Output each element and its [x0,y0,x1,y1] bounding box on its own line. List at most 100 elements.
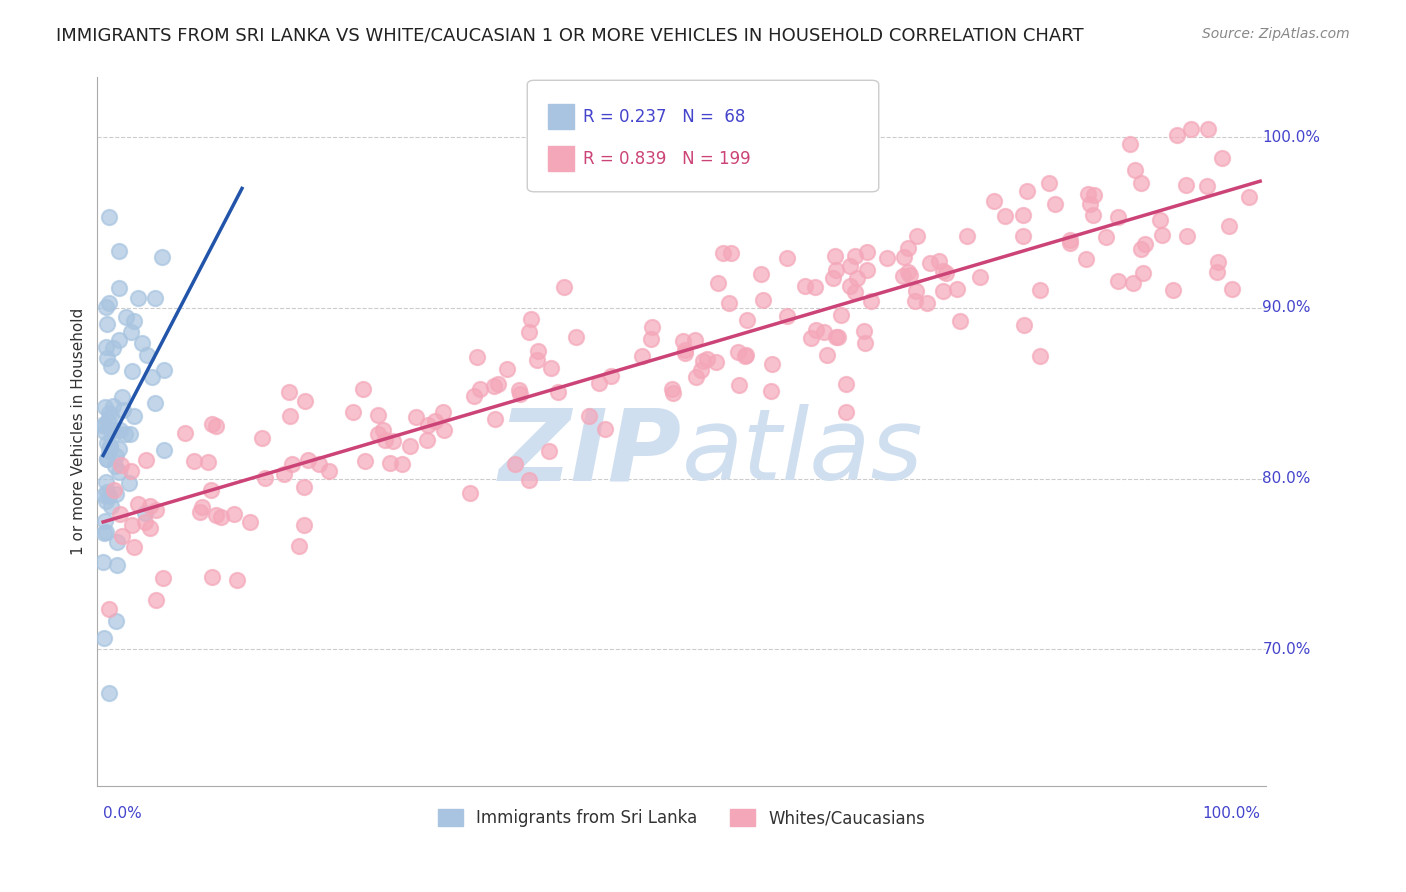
Point [640,332,662,346]
Point [846,271,869,285]
Point [98,406,121,420]
Point [661,382,683,396]
Point [342,405,364,419]
Point [111,390,134,404]
Point [1166,128,1188,142]
Point [93,419,115,434]
Point [526,353,548,368]
Point [856,262,879,277]
Point [1218,219,1240,234]
Point [482,379,505,393]
Point [288,540,311,554]
Point [98,439,121,453]
Point [134,507,156,521]
Point [108,333,131,347]
Point [239,516,262,530]
Point [131,336,153,351]
Point [540,360,562,375]
Point [367,426,389,441]
Point [893,250,915,264]
Point [662,386,685,401]
Point [1074,252,1097,266]
Point [1015,184,1038,198]
Point [94,514,117,528]
Point [100,429,122,443]
Point [969,270,991,285]
Point [152,571,174,585]
Point [932,264,955,278]
Point [367,408,389,422]
Point [897,241,920,255]
Point [104,614,127,628]
Point [689,363,711,377]
Point [956,228,979,243]
Point [484,411,506,425]
Point [96,351,118,365]
Point [685,370,707,384]
Point [354,454,377,468]
Point [93,555,115,569]
Point [720,246,742,260]
Point [600,368,623,383]
Point [1012,318,1035,332]
Point [458,486,481,500]
Point [100,500,122,514]
Point [751,293,773,307]
Point [918,255,941,269]
Point [876,251,898,265]
Point [105,558,128,572]
Point [96,451,118,466]
Point [1059,236,1081,251]
Point [1029,283,1052,297]
Point [1123,163,1146,178]
Point [96,317,118,331]
Point [631,349,654,363]
Point [96,435,118,450]
Point [904,284,927,298]
Point [98,295,121,310]
Point [1150,228,1173,243]
Point [468,382,491,396]
Point [835,405,858,419]
Point [100,409,122,423]
Point [1038,176,1060,190]
Point [1175,229,1198,244]
Point [308,457,330,471]
Text: Source: ZipAtlas.com: Source: ZipAtlas.com [1202,27,1350,41]
Point [824,249,846,263]
Point [1149,212,1171,227]
Point [103,341,125,355]
Point [110,458,132,472]
Text: R = 0.839   N = 199: R = 0.839 N = 199 [583,150,751,168]
Point [1043,196,1066,211]
Point [381,434,404,449]
Point [593,422,616,436]
Point [859,293,882,308]
Point [115,310,138,324]
Point [118,427,141,442]
Point [496,361,519,376]
Point [830,308,852,322]
Point [804,322,827,336]
Point [727,378,749,392]
Point [1011,228,1033,243]
Point [152,363,174,377]
Point [139,521,162,535]
Point [254,471,277,485]
Point [145,291,167,305]
Point [855,244,877,259]
Point [399,439,422,453]
Point [93,417,115,431]
Point [134,515,156,529]
Point [93,525,115,540]
Point [97,414,120,428]
Point [96,484,118,499]
Point [1095,230,1118,244]
Point [1132,266,1154,280]
Point [844,285,866,299]
Point [280,457,302,471]
Point [122,409,145,424]
Point [121,517,143,532]
Point [173,425,195,440]
Point [108,281,131,295]
